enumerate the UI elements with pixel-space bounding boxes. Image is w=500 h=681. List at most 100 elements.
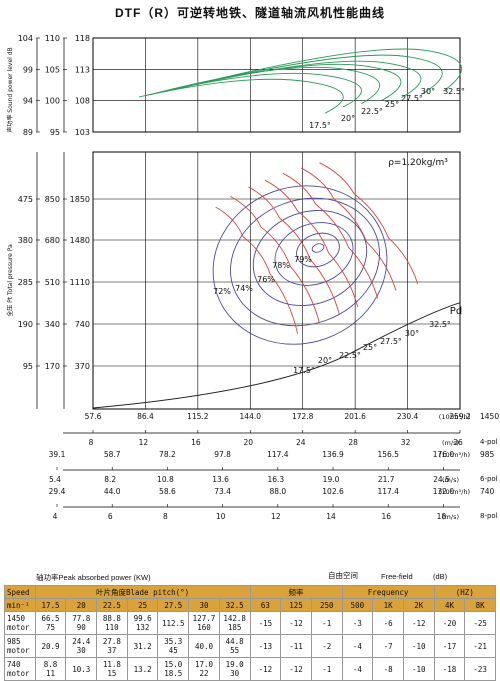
xaxis-vel-tick: 13.6 <box>212 475 229 484</box>
xaxis-flow-tick: 88.0 <box>269 487 286 496</box>
pitch-angle-label: 17.5° <box>293 366 315 375</box>
sound-ytick-c: 103 <box>75 128 90 137</box>
table-subheader-row: min⁻¹ 17.5 20 22.5 25 27.5 30 32.5 63 125 250 500 1K… <box>4 598 496 612</box>
pressure-ytick-c: 370 <box>75 362 90 371</box>
pd-label: Pd <box>450 306 462 317</box>
table-row: 740 motor 8.8 11 10.3 11.8 15 13.2 15.0 18.5 1… <box>4 657 496 681</box>
table-cell: -13 <box>249 634 282 658</box>
pitch-curve-2 <box>248 186 340 315</box>
table-cell: -12 <box>280 657 312 681</box>
table-subheader-cell: 17.5 <box>34 598 67 612</box>
table-cell: 17.0 22 <box>188 657 220 681</box>
xaxis-vel-tick: 19.0 <box>323 475 340 484</box>
sound-angle-label: 25° <box>385 100 399 109</box>
table-cell: -12 <box>402 611 435 635</box>
pitch-angle-label: 30° <box>405 329 419 338</box>
xaxis-flow-tick: 102.6 <box>322 487 344 496</box>
sound-angle-label: 27.5° <box>401 94 423 103</box>
sound-frame <box>92 37 461 133</box>
table-cell: 127.7 160 <box>188 611 220 635</box>
xaxis-flow-tick: 73.4 <box>214 487 231 496</box>
table-cell: -10 <box>402 657 435 681</box>
sound-curve-0 <box>138 78 344 114</box>
table-subheader-cell: 30 <box>188 598 220 612</box>
pitch-curve-3 <box>264 179 359 307</box>
table-cell: -7 <box>372 634 404 658</box>
xaxis-pole: 6-pol <box>480 475 498 483</box>
pressure-ytick-a: 380 <box>18 236 33 245</box>
page-title: DTF（R）可逆转地铁、隧道轴流风机性能曲线 <box>115 6 385 20</box>
table-subheader-cell: 4K <box>433 598 466 612</box>
pitch-curve-1 <box>230 195 320 323</box>
xaxis-vel-tick: 4 <box>53 512 58 521</box>
xaxis-flow-tick: 117.4 <box>377 487 399 496</box>
table-cell: -17 <box>433 634 466 658</box>
efficiency-label: 72% <box>213 287 231 296</box>
xaxis-vel-tick: 8.2 <box>104 475 116 484</box>
table-cell: -20 <box>433 611 466 635</box>
sound-ylabel: 声功率 Sound power level dB <box>6 47 14 132</box>
table-subheader-cell: 25 <box>126 598 159 612</box>
table-subheader-cell: 8K <box>464 598 496 612</box>
efficiency-contour-5 <box>212 185 388 345</box>
table-header-cell: (HZ) <box>433 585 497 599</box>
table-cell: 1450 motor <box>4 611 36 635</box>
sound-curve-6 <box>174 48 462 92</box>
db-unit: (dB) <box>433 572 448 581</box>
table-cell: 31.2 <box>126 634 159 658</box>
table-subheader-cell: min⁻¹ <box>4 598 36 612</box>
table-cell: -4 <box>341 634 374 658</box>
sound-ytick-b: 105 <box>45 65 60 74</box>
xaxis-flow-tick: 29.4 <box>49 487 66 496</box>
sound-ytick-a: 99 <box>23 65 33 74</box>
sound-ytick-a: 89 <box>23 128 33 137</box>
xaxis-flow-tick: 57.6 <box>85 412 102 421</box>
xaxis-vel-tick: 12 <box>271 512 281 521</box>
pitch-curve-4 <box>282 173 379 299</box>
table-cell: -15 <box>249 611 282 635</box>
sound-ytick-b: 110 <box>45 34 60 43</box>
table-header-cell: 叶片角度Blade pitch(°) <box>34 585 251 599</box>
pressure-ytick-a: 95 <box>23 362 33 371</box>
table-cell: -25 <box>464 611 496 635</box>
x-axes: 57.6 8 86.4 12 115.2 16 144.0 20 172.8 24 201.6 28 2… <box>49 412 500 521</box>
curves <box>92 48 462 409</box>
xaxis-vel-tick: 6 <box>108 512 113 521</box>
xaxis-vel-unit: (m/s) <box>442 476 459 484</box>
table-cell: -12 <box>249 657 282 681</box>
efficiency-contour-0 <box>311 243 325 253</box>
xaxis-vel-tick: 36 <box>453 438 463 447</box>
pitch-curve-6 <box>319 162 419 284</box>
xaxis-vel-tick: 12 <box>139 438 149 447</box>
sound-curve-2 <box>150 66 381 105</box>
table-header-cell: 频率 <box>249 585 343 599</box>
sound-ytick-c: 118 <box>75 34 90 43</box>
table-cell: 77.8 90 <box>65 611 98 635</box>
pitch-curve-5 <box>301 167 397 291</box>
table-subheader-cell: 27.5 <box>157 598 190 612</box>
pressure-ytick-a: 190 <box>18 320 33 329</box>
table-subheader-cell: 125 <box>280 598 312 612</box>
table-cell: -21 <box>464 634 496 658</box>
table-subheader-cell: 20 <box>65 598 98 612</box>
sound-angle-label: 22.5° <box>361 107 383 116</box>
table-cell: 27.8 37 <box>96 634 128 658</box>
table-subheader-cell: 500 <box>341 598 374 612</box>
xaxis-vel-tick: 10.8 <box>157 475 174 484</box>
table-cell: -11 <box>280 634 312 658</box>
table-cell: 24.4 30 <box>65 634 98 658</box>
table-cell: 99.6 132 <box>126 611 159 635</box>
xaxis-flow-tick: 86.4 <box>137 412 154 421</box>
pressure-ytick-b: 680 <box>45 236 60 245</box>
sound-ytick-b: 100 <box>45 97 60 106</box>
pressure-ytick-a: 475 <box>18 195 33 204</box>
sound-ytick-b: 95 <box>50 128 60 137</box>
xaxis-flow-tick: 132.0 <box>433 487 455 496</box>
sound-angle-label: 20° <box>341 114 355 123</box>
xaxis-flow-tick: 259.2 <box>449 412 471 421</box>
performance-table: Speed 叶片角度Blade pitch(°) 频率 Frequency (HZ) mi… <box>4 585 497 681</box>
sound-angle-label: 32.5° <box>443 87 465 96</box>
efficiency-contour-3 <box>252 209 368 307</box>
table-cell: -10 <box>402 634 435 658</box>
